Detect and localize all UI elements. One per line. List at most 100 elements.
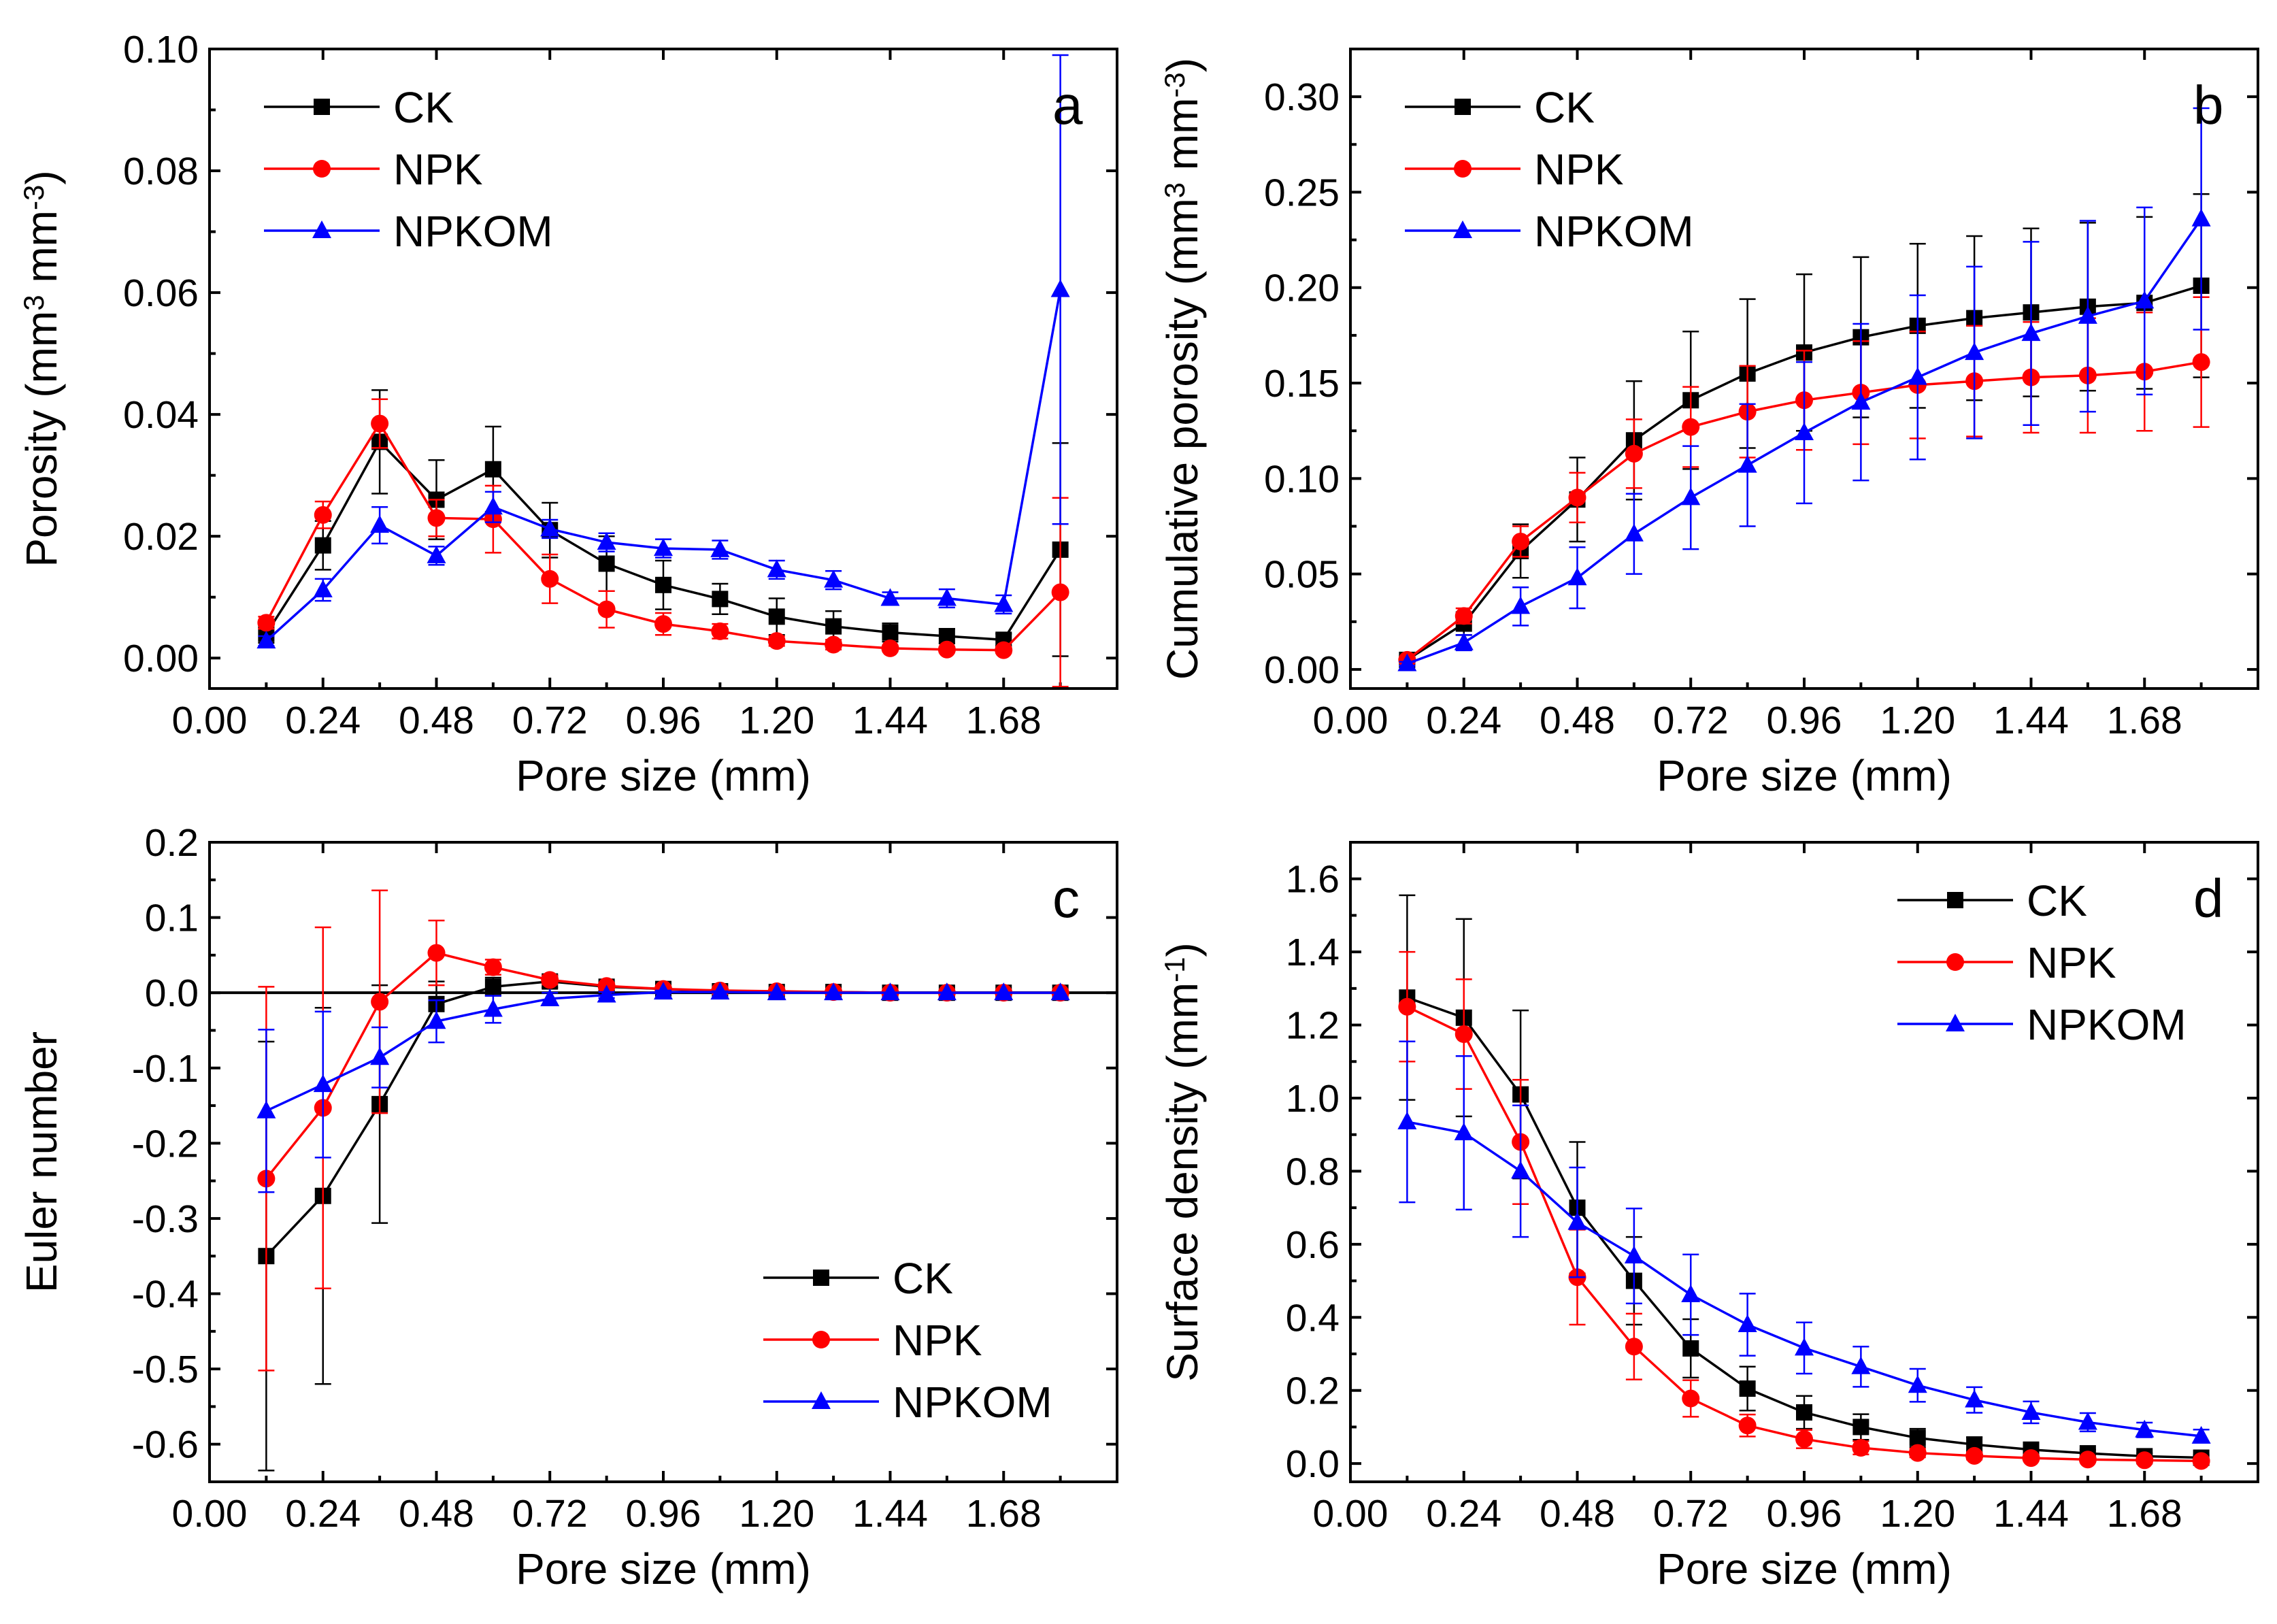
legend-marker-ck [1455, 99, 1471, 115]
data-point-npkom [1567, 567, 1587, 586]
data-point-npkom [256, 1100, 276, 1118]
x-tick-label: 0.72 [512, 1492, 588, 1536]
x-tick-label: 0.96 [1767, 699, 1842, 742]
data-point-npkom [937, 982, 957, 1001]
y-tick-label: 1.6 [1286, 858, 1340, 901]
y-tick-label: -0.2 [132, 1122, 199, 1165]
data-point-npkom [824, 569, 844, 588]
data-point-npkom [1681, 1284, 1701, 1302]
data-point-ck [655, 576, 671, 593]
data-point-npk [2192, 1452, 2210, 1470]
data-point-npkom [1908, 1375, 1927, 1393]
panel-b: 0.00 0.24 0.48 0.72 0.96 1.20 1.44 1.68 0.00 0.05… [1158, 48, 2259, 800]
data-point-npkom [1624, 1246, 1644, 1264]
y-tick-label: 0.15 [1264, 362, 1340, 405]
panel-label: b [2193, 75, 2224, 135]
data-point-npkom [1738, 454, 1757, 473]
data-point-npk [1738, 1416, 1757, 1435]
x-tick-label: 1.68 [2107, 1492, 2182, 1536]
data-point-npkom [1397, 653, 1417, 672]
legend-marker-npk [812, 1331, 830, 1348]
y-axis-title: Euler number [17, 1031, 66, 1293]
data-point-npkom [824, 982, 844, 1001]
data-point-npk [484, 958, 502, 976]
legend-label-npk: NPK [393, 145, 483, 194]
x-tick-label: 1.68 [966, 1492, 1042, 1536]
panel-label: d [2193, 868, 2224, 929]
y-tick-label: -0.3 [132, 1197, 199, 1241]
y-tick-label: 0.4 [1286, 1296, 1340, 1340]
y-tick-label: 0.30 [1264, 76, 1340, 119]
data-point-ck [712, 591, 729, 608]
legend-label-ck: CK [2027, 876, 2087, 925]
data-point-npkom [1397, 1111, 1417, 1129]
data-point-npkom [1511, 596, 1531, 614]
y-tick-label: 0.25 [1264, 171, 1340, 214]
data-point-npkom [2021, 323, 2041, 342]
data-point-npkom [597, 532, 616, 550]
data-point-npkom [880, 588, 900, 606]
x-axis-title: Pore size (mm) [516, 1544, 811, 1593]
y-axis-title-superscript: -1 [1159, 957, 1191, 982]
data-point-npk [711, 622, 729, 640]
data-point-npk [767, 632, 786, 650]
data-point-npkom [1795, 1338, 1814, 1356]
y-tick-label: 0.10 [1264, 457, 1340, 501]
x-tick-label: 0.24 [285, 1492, 361, 1536]
y-tick-label: 0.04 [123, 393, 199, 437]
y-axis-title-part: Surface density (mm [1158, 982, 1207, 1382]
y-axis-title-part: Porosity (mm [17, 311, 66, 567]
y-axis-title: Porosity (mm3 mm-3) [17, 170, 66, 567]
data-point-npkom [427, 545, 446, 563]
data-point-npk [1455, 607, 1473, 625]
x-tick-label: 0.96 [1767, 1492, 1842, 1536]
data-point-npkom [540, 518, 560, 537]
x-tick-label: 1.44 [1993, 699, 2069, 742]
data-point-npkom [2078, 1412, 2097, 1430]
legend-label-npkom: NPKOM [893, 1378, 1052, 1427]
x-tick-label: 0.72 [512, 699, 588, 742]
y-axis-title-part: mm [17, 210, 66, 295]
data-point-npkom [937, 588, 957, 606]
x-axis-title: Pore size (mm) [516, 751, 811, 800]
y-tick-label: 0.0 [145, 972, 199, 1015]
plot-frame [208, 841, 1118, 1483]
panel-d: 0.00 0.24 0.48 0.72 0.96 1.20 1.44 1.68 0.0 0.2 0.… [1158, 841, 2259, 1593]
y-axis-title: Surface density (mm-1) [1158, 942, 1207, 1382]
y-tick-label: -0.4 [132, 1273, 199, 1316]
y-tick-label: 0.2 [145, 821, 199, 865]
data-point-npkom [540, 989, 560, 1007]
y-tick-label: 0.08 [123, 150, 199, 193]
data-point-npk [427, 509, 446, 527]
x-axis-title: Pore size (mm) [1657, 751, 1952, 800]
data-point-npk [1625, 444, 1643, 463]
y-axis-title-part: ) [17, 170, 66, 184]
legend-label-ck: CK [1534, 83, 1595, 132]
data-point-npkom [994, 982, 1014, 1001]
x-tick-label: 1.20 [739, 1492, 814, 1536]
data-point-npkom [1511, 1161, 1531, 1179]
legend-marker-npkom [312, 220, 331, 238]
data-point-npk [825, 635, 843, 654]
data-point-npkom [1965, 1389, 1984, 1408]
y-tick-label: 1.2 [1286, 1004, 1340, 1048]
x-axis-title: Pore size (mm) [1657, 1544, 1952, 1593]
x-tick-label: 0.96 [626, 699, 701, 742]
data-point-npk [995, 641, 1013, 659]
panel-label: a [1052, 75, 1083, 135]
y-tick-label: 0.1 [145, 897, 199, 940]
legend-marker-npk [313, 160, 331, 178]
data-point-npkom [370, 515, 390, 533]
data-point-npk [1965, 1446, 1984, 1465]
x-tick-label: 1.68 [2107, 699, 2182, 742]
data-point-npkom [313, 579, 333, 597]
data-point-ck [484, 978, 501, 995]
x-tick-label: 0.72 [1653, 1492, 1729, 1536]
data-point-npkom [654, 538, 673, 557]
y-axis-title-superscript: -3 [18, 185, 50, 210]
x-tick-label: 0.72 [1653, 699, 1729, 742]
data-point-npkom [1851, 392, 1871, 410]
plot-frame [208, 48, 1118, 690]
data-point-npk [257, 614, 276, 632]
